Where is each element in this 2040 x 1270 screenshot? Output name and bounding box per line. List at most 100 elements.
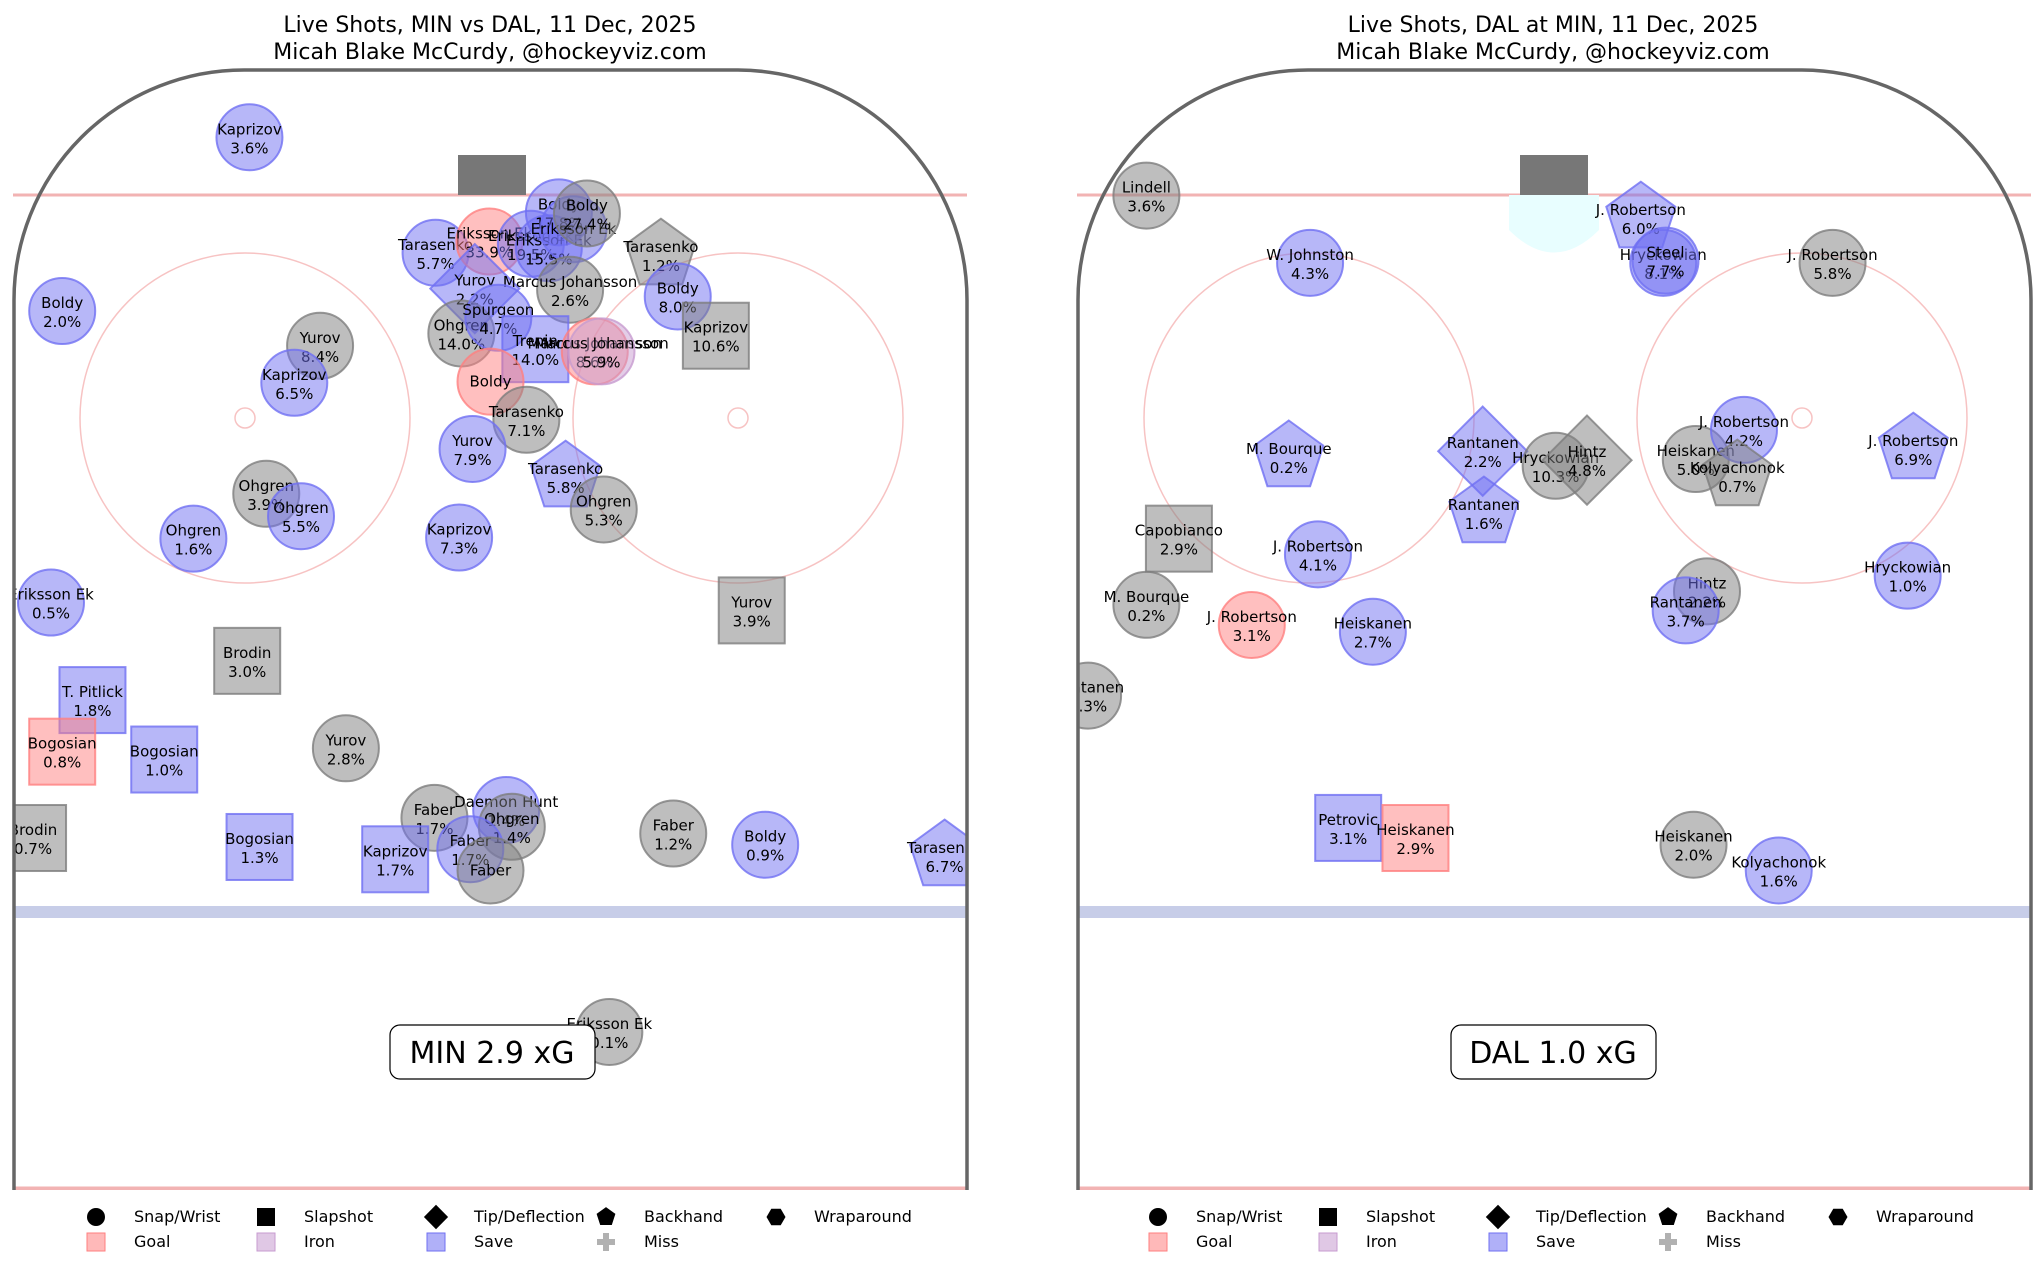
legend-label: Goal [1196, 1232, 1232, 1251]
right-chart-subtitle: Micah Blake McCurdy, @hockeyviz.com [1336, 40, 1769, 65]
legend-label: Slapshot [1366, 1207, 1435, 1226]
legend-label: Save [1536, 1232, 1575, 1251]
shot-shape-circle [536, 255, 605, 324]
legend-item-hexagon: Wraparound [766, 1207, 912, 1226]
legend-item-iron: Iron [256, 1232, 335, 1252]
shot-xg-label: 2.9% [1160, 541, 1198, 559]
shot-xg-label: 6.9% [1894, 451, 1932, 469]
shot-player-label: Marcus Johansson [503, 273, 637, 291]
shot-shape-circle [260, 348, 329, 417]
shot-shape-circle [1077, 661, 1123, 730]
shot-xg-label: 4.8% [1568, 462, 1606, 480]
shot-shape-pentagon [1701, 438, 1773, 507]
shot-shape-circle [1651, 576, 1720, 645]
shot-player-label: Boldy [41, 294, 83, 312]
shot-shape-circle [425, 503, 494, 572]
shot-xg-label: 1.0% [1889, 578, 1927, 596]
shot-shape-square [1381, 804, 1450, 873]
shot-player-label: Yurov [453, 272, 495, 290]
shot-shape-square [1314, 793, 1383, 862]
shot-player-label: Rantanen [1052, 679, 1124, 697]
shot-shape-circle [1283, 520, 1352, 589]
shot-player-label: Bogosian [130, 743, 199, 761]
left-shot-markers: Kaprizov3.6%Boldy2.0%Tarasenko5.7%Erikss… [13, 103, 968, 1066]
shot-player-label: Brodin [223, 644, 272, 662]
faceoff-dot-left [234, 407, 256, 429]
shot-xg-label: 4.1% [1299, 556, 1337, 574]
shot-xg-label: 1.6% [1760, 873, 1798, 891]
shot-player-label: Boldy [469, 373, 511, 391]
shot-player-label: Tarasenko [488, 403, 564, 421]
shot-xg-label: 3.9% [733, 612, 771, 630]
legend-hexagon-icon [766, 1208, 786, 1226]
shot-player-label: Rantanen [1448, 496, 1520, 514]
legend-hexagon-icon [1828, 1208, 1848, 1226]
shot-xg-label: 3.7% [1667, 612, 1705, 630]
legend-diamond-icon [423, 1204, 449, 1230]
shot-shape-square [361, 825, 430, 894]
shot-player-label: J. Robertson [1698, 413, 1789, 431]
legend-item-miss: Miss [597, 1232, 679, 1251]
legend-item-diamond: Tip/Deflection [1485, 1204, 1647, 1230]
shot-shape-circle [492, 385, 561, 454]
shot-player-label: Hryckowian [1864, 559, 1951, 577]
shot-shape-circle [16, 568, 85, 637]
shot-xg-label: 7.7% [1646, 263, 1684, 281]
shot-player-label: Kaprizov [217, 120, 282, 138]
left-chart-panel: Live Shots, MIN vs DAL, 11 Dec, 2025 Mic… [12, 13, 969, 1190]
shot-player-label: Rantanen [1650, 593, 1722, 611]
shot-shape-circle [639, 799, 708, 868]
shot-player-label: T. Pitlick [61, 683, 123, 701]
legend-item-circle: Snap/Wrist [87, 1207, 220, 1226]
legend-iron-swatch [256, 1232, 276, 1252]
legend-label: Iron [1366, 1232, 1397, 1251]
shot-xg-label: 27.4% [563, 216, 611, 234]
shot-player-label: Boldy [657, 279, 699, 297]
shot-shape-square [130, 725, 199, 794]
shot-xg-label: 7.1% [507, 422, 545, 440]
right-chart-panel: Live Shots, DAL at MIN, 11 Dec, 2025 Mic… [1052, 13, 2033, 1190]
shot-shape-circle [28, 277, 97, 346]
legend-item-hexagon: Wraparound [1828, 1207, 1974, 1226]
shot-shape-pentagon [1448, 475, 1520, 544]
shot-player-label: Boldy [566, 197, 608, 215]
legend-pentagon-icon [596, 1207, 616, 1225]
shot-player-label: Bogosian [225, 830, 294, 848]
shot-xg-label: 5.7% [417, 255, 455, 273]
shot-shape-circle [311, 714, 380, 783]
left-legend: Snap/Wrist Slapshot Tip/Deflection Backhand… [86, 1204, 912, 1252]
shot-shape-circle [1338, 597, 1407, 666]
shot-xg-label: 4.3% [1291, 265, 1329, 283]
shot-shape-square [717, 576, 786, 645]
legend-label: Slapshot [304, 1207, 373, 1226]
shot-player-label: Tarasenko [622, 238, 698, 256]
shot-shape-diamond [1541, 414, 1634, 507]
shot-shape-circle [1276, 228, 1345, 297]
right-chart-title: Live Shots, DAL at MIN, 11 Dec, 2025 [1348, 13, 1759, 38]
shot-player-label: Faber [414, 801, 456, 819]
left-xg-label: MIN 2.9 xG [410, 1036, 575, 1071]
shot-xg-label: 1.8% [73, 702, 111, 720]
shot-xg-label: 0.1% [590, 1034, 628, 1052]
shot-player-label: Ohgren [484, 810, 539, 828]
shot-player-label: Hintz [1568, 443, 1607, 461]
shot-marker: Faber [456, 836, 525, 905]
